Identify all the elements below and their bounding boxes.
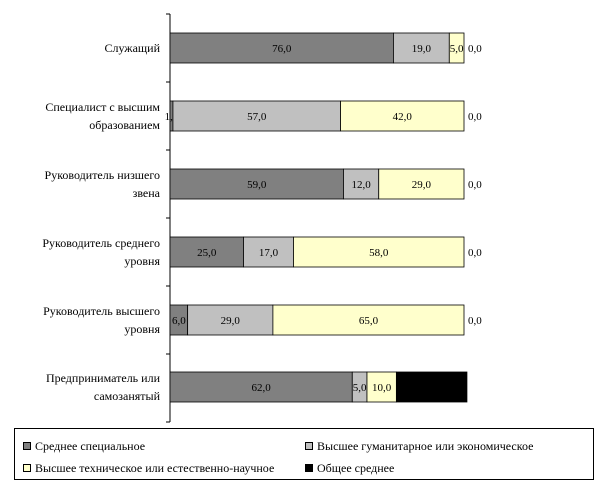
- category-label: Специалист с высшим: [45, 100, 160, 114]
- bar-segment: [169, 168, 344, 200]
- bar-segment: [366, 371, 397, 403]
- data-label: 58,0: [369, 247, 389, 259]
- bar-segment: [393, 32, 450, 64]
- legend-item-series-4: Общее среднее: [305, 461, 394, 475]
- bar-segment: [243, 236, 294, 268]
- stacked-bar-chart: Служащий 76,0 19,0 5,0 0,0 Специалист с высши…: [42, 13, 482, 423]
- data-label: 42,0: [393, 111, 413, 123]
- data-label: 17,0: [259, 247, 279, 259]
- bar-segment: [395, 371, 468, 403]
- data-label: 12,0: [351, 179, 371, 191]
- data-label: 59,0: [247, 179, 267, 191]
- category-label: звена: [133, 186, 161, 200]
- data-label: 62,0: [252, 382, 272, 394]
- data-label: 29,0: [221, 315, 241, 327]
- bar-segment: [172, 100, 341, 132]
- data-label: 5,0: [450, 43, 464, 55]
- data-label: 29,0: [412, 179, 432, 191]
- category-label: Предприниматель или: [46, 371, 161, 385]
- category-label: Руководитель среднего: [42, 236, 160, 250]
- data-label: 76,0: [272, 43, 292, 55]
- data-label: 24,0: [422, 382, 442, 394]
- bar-segment: [272, 304, 465, 336]
- bar-segment: [169, 236, 244, 268]
- data-label: 0,0: [468, 111, 482, 123]
- data-label: 65,0: [359, 315, 379, 327]
- data-label: 0,0: [468, 179, 482, 191]
- legend-swatch: [305, 464, 313, 472]
- category-label: уровня: [124, 322, 160, 336]
- data-label: 25,0: [197, 247, 217, 259]
- legend-swatch: [23, 442, 31, 450]
- bar-segment: [169, 32, 394, 64]
- chart-legend: Среднее специальное Высшее гуманитарное …: [14, 428, 594, 480]
- legend-label: Среднее специальное: [35, 439, 146, 453]
- legend-label: Высшее гуманитарное или экономическое: [317, 439, 534, 453]
- legend-swatch: [23, 464, 31, 472]
- bar-segment: [343, 168, 380, 200]
- category-label: самозанятый: [94, 389, 161, 403]
- data-label: 10,0: [372, 382, 392, 394]
- bar-segment: [448, 32, 465, 64]
- bar-segment: [378, 168, 465, 200]
- data-label: 5,0: [353, 382, 367, 394]
- legend-swatch: [305, 442, 313, 450]
- data-label: 57,0: [247, 111, 267, 123]
- category-label: образованием: [89, 118, 160, 132]
- legend-item-series-1: Среднее специальное: [23, 439, 145, 453]
- data-label: 0,0: [468, 247, 482, 259]
- data-label: 6,0: [172, 315, 186, 327]
- category-label: Руководитель низшего: [45, 168, 160, 182]
- bar-segment: [169, 371, 353, 403]
- legend-label: Высшее техническое или естественно-научн…: [35, 461, 275, 475]
- data-label: 0,0: [468, 315, 482, 327]
- legend-label: Общее среднее: [317, 461, 395, 475]
- category-label: уровня: [124, 254, 160, 268]
- data-label: 0,0: [468, 43, 482, 55]
- legend-item-series-3: Высшее техническое или естественно-научн…: [23, 461, 274, 475]
- bar-segment: [340, 100, 465, 132]
- category-label: Руководитель высшего: [43, 304, 160, 318]
- legend-item-series-2: Высшее гуманитарное или экономическое: [305, 439, 533, 453]
- category-label: Служащий: [104, 41, 160, 55]
- bar-segment: [293, 236, 465, 268]
- data-label: 19,0: [412, 43, 432, 55]
